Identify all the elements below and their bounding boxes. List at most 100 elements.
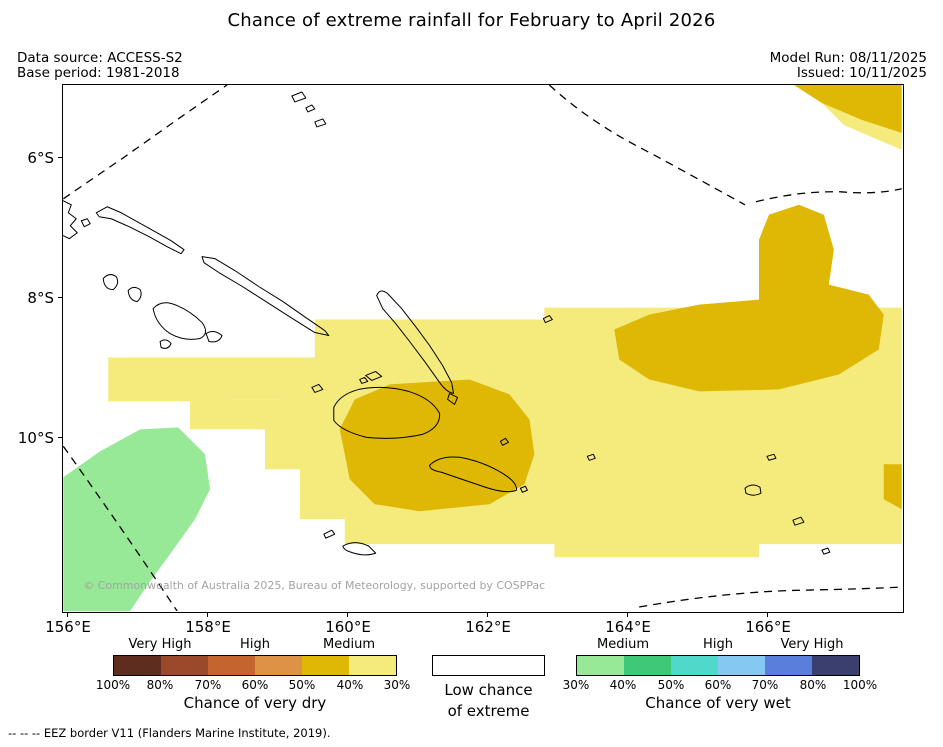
low-chance-label-line2: of extreme [447, 702, 530, 720]
map-copyright: © Commonwealth of Australia 2025, Bureau… [83, 579, 545, 592]
coastline-vangunu [205, 330, 223, 343]
wet-category-medium: Medium [597, 637, 649, 652]
wet-percent-30: 30% [562, 678, 590, 692]
dry-colorbar-cell [161, 656, 208, 675]
coastline-nendo [744, 484, 762, 496]
wet-percent-60: 60% [704, 678, 732, 692]
wet-legend-title: Chance of very wet [645, 694, 791, 712]
eez-border-southeast [639, 586, 902, 608]
lon-tick [627, 613, 628, 617]
wet-colorbar-cell [671, 656, 718, 675]
model-run-label: Model Run: 08/11/2025 [769, 50, 927, 66]
coastline-new-georgia [152, 302, 207, 340]
region-very-dry-40-50-east-edge [883, 464, 902, 510]
coastline-three-sisters [586, 453, 596, 461]
wet-colorbar-cell [718, 656, 765, 675]
coastline-ontong-java-1 [291, 91, 307, 103]
wet-colorbar-cell [765, 656, 812, 675]
map-frame: © Commonwealth of Australia 2025, Bureau… [62, 84, 904, 613]
wet-percent-50: 50% [657, 678, 685, 692]
coastline-tikopia [821, 547, 831, 555]
issued-label: Issued: 10/11/2025 [796, 65, 927, 81]
dry-category-medium: Medium [323, 637, 375, 652]
coastline-makira [429, 456, 517, 493]
coastline-santa-ana [519, 485, 528, 493]
region-very-dry-30-40-northeast [818, 99, 902, 150]
wet-percent-70: 70% [751, 678, 779, 692]
coastline-florida-islands [365, 370, 383, 381]
base-period-label: Base period: 1981-2018 [17, 65, 180, 81]
coastline-reef-islands [766, 453, 777, 461]
dry-colorbar-cell [208, 656, 255, 675]
dry-colorbar [113, 655, 397, 676]
eez-footnote: -- -- -- EEZ border V11 (Flanders Marine… [8, 726, 331, 740]
dry-category-very-high: Very High [128, 637, 192, 652]
eez-border-southwest [63, 445, 178, 611]
region-very-dry-40-50-east [614, 204, 884, 392]
coastline-bougainville-tip [63, 200, 78, 240]
lon-label-164e: 164°E [605, 618, 651, 636]
lon-label-162e: 162°E [465, 618, 511, 636]
dry-colorbar-cell [349, 656, 396, 675]
coastline-ontong-java-2 [305, 104, 316, 113]
lon-tick [347, 613, 348, 617]
coastlines-layer [63, 91, 831, 556]
lat-label-6s: 6°S [27, 149, 54, 167]
low-chance-label-line1: Low chance [444, 681, 533, 699]
coastline-russell-islands [311, 383, 324, 393]
lon-label-160e: 160°E [325, 618, 371, 636]
coastline-vella-lavella [102, 274, 119, 291]
map-regions-layer [63, 85, 902, 611]
low-chance-swatch [432, 655, 545, 676]
dry-percent-30: 30% [383, 678, 411, 692]
wet-colorbar [576, 655, 860, 676]
lon-label-166e: 166°E [745, 618, 791, 636]
coastline-kolombangara [127, 286, 142, 303]
dry-colorbar-cell [255, 656, 302, 675]
coastline-ontong-java-3 [314, 118, 327, 128]
coastline-bellona [323, 529, 336, 539]
dry-percent-70: 70% [194, 678, 222, 692]
lat-tick [58, 297, 62, 298]
lat-tick [58, 437, 62, 438]
dry-legend: Very High High Medium 100% 80% 70% 60% 5… [96, 637, 410, 717]
wet-legend: Medium High Very High 30% 40% 50% 60% 70… [563, 637, 877, 717]
coastline-choiseul [95, 206, 185, 255]
coastline-vanikoro [792, 516, 805, 526]
dry-legend-title: Chance of very dry [183, 694, 327, 712]
coastline-florida-islands-2 [359, 376, 369, 384]
coastline-malaita [376, 290, 455, 394]
page-title: Chance of extreme rainfall for February … [227, 10, 716, 31]
lat-label-8s: 8°S [27, 289, 54, 307]
coastline-maramasike [447, 392, 459, 405]
coastline-sikaiana [542, 315, 553, 324]
dry-percent-60: 60% [241, 678, 269, 692]
dry-percent-50: 50% [288, 678, 316, 692]
dry-percent-100: 100% [95, 678, 131, 692]
coastline-rendova [159, 339, 172, 349]
lon-label-156e: 156°E [45, 618, 91, 636]
region-very-dry-40-50-corner [793, 85, 902, 133]
wet-colorbar-cell [812, 656, 859, 675]
lat-tick [58, 157, 62, 158]
wet-colorbar-cell [577, 656, 624, 675]
lon-tick [67, 613, 68, 617]
wet-percent-100: 100% [842, 678, 878, 692]
eez-border-northwest [63, 85, 228, 200]
wet-percent-40: 40% [609, 678, 637, 692]
eez-borders-layer [63, 85, 902, 611]
lat-label-10s: 10°S [17, 429, 54, 447]
coastline-ulawa [499, 437, 509, 446]
dry-category-high: High [240, 637, 270, 652]
dry-colorbar-cell [302, 656, 349, 675]
low-chance-legend: Low chance of extreme [432, 655, 545, 720]
wet-category-high: High [703, 637, 733, 652]
lon-label-158e: 158°E [185, 618, 231, 636]
coastline-guadalcanal [333, 386, 441, 439]
wet-category-very-high: Very High [780, 637, 844, 652]
dry-colorbar-cell [114, 656, 161, 675]
lon-tick [207, 613, 208, 617]
map-svg: © Commonwealth of Australia 2025, Bureau… [63, 85, 902, 611]
dry-percent-40: 40% [336, 678, 364, 692]
